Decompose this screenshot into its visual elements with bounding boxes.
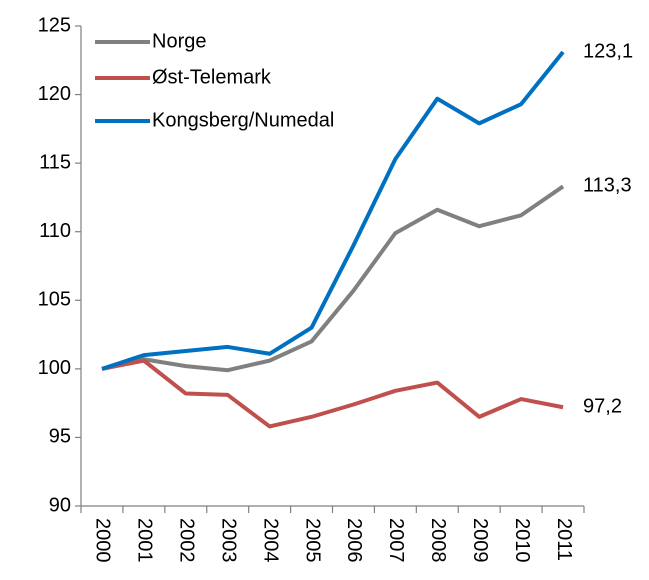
legend-label: Norge — [152, 30, 206, 52]
value-label: 97,2 — [583, 396, 622, 418]
y-tick-label: 125 — [38, 14, 71, 36]
x-tick-label: 2007 — [385, 518, 407, 563]
value-label: 123,1 — [583, 40, 633, 62]
legend-label: Kongsberg/Numedal — [152, 109, 334, 131]
y-tick-label: 110 — [39, 220, 71, 242]
y-tick-label: 100 — [38, 357, 71, 379]
x-tick-label: 2010 — [511, 518, 533, 563]
series-line — [101, 50, 565, 371]
y-tick-label: 105 — [38, 289, 71, 311]
x-tick-label: 2002 — [176, 518, 198, 563]
x-tick-label: 2003 — [217, 518, 239, 563]
x-tick-label: 2004 — [259, 518, 281, 563]
series-line — [101, 358, 564, 429]
value-label: 113,3 — [583, 175, 632, 197]
x-tick-label: 2001 — [134, 518, 156, 563]
x-tick-label: 2000 — [92, 518, 114, 563]
x-tick-label: 2006 — [343, 518, 365, 563]
x-tick-label: 2009 — [469, 518, 491, 563]
legend-label: Øst-Telemark — [152, 66, 272, 88]
x-tick-label: 2008 — [427, 518, 449, 563]
y-tick-label: 95 — [49, 426, 71, 448]
series-line — [101, 184, 565, 373]
y-tick-label: 90 — [49, 494, 71, 516]
y-tick-label: 120 — [38, 83, 71, 105]
y-tick-label: 115 — [39, 151, 71, 173]
x-tick-label: 2011 — [553, 518, 575, 561]
x-tick-label: 2005 — [301, 518, 323, 563]
